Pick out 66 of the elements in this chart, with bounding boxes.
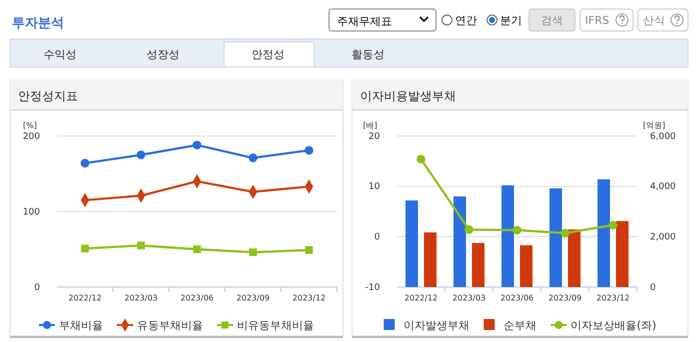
point: [81, 244, 89, 252]
text: 분기: [500, 14, 522, 27]
x-tick-label: 2023/09: [236, 294, 270, 303]
point: [248, 154, 258, 162]
x-tick-label: 2023/09: [548, 294, 582, 303]
bar: [454, 196, 466, 287]
button: 검색: [528, 8, 576, 32]
point: [464, 225, 474, 234]
y-tick-label: 20: [368, 132, 380, 142]
bar: [568, 229, 580, 287]
y-tick-label: -10: [365, 282, 380, 293]
point: [249, 248, 257, 256]
point: [560, 228, 570, 238]
legend-label: 순부채: [504, 319, 537, 332]
point: [136, 150, 146, 160]
bar: [424, 232, 436, 287]
bar: [550, 188, 562, 287]
x-tick-label: 2022/12: [68, 294, 102, 303]
point: [304, 146, 314, 155]
point: [608, 220, 618, 230]
point: [192, 140, 202, 150]
bar: [502, 185, 514, 287]
chart-title: 안정성지표: [18, 89, 78, 103]
y-axis-title: [%]: [23, 121, 37, 130]
y-tick-label: 100: [22, 207, 40, 218]
bar: [616, 221, 628, 287]
bar: [472, 242, 484, 287]
y2-tick-label: 4,000: [650, 182, 676, 192]
x-tick-label: 2023/12: [596, 294, 630, 303]
y-tick-label: 0: [374, 232, 380, 243]
x-tick-label: 2022/12: [404, 294, 438, 303]
legend-label: 이자발생부채: [404, 319, 470, 332]
text: 투자분석: [12, 16, 64, 31]
point: [416, 154, 426, 164]
text: 연간: [455, 14, 477, 27]
legend-label: 유동부채비율: [137, 319, 203, 332]
y2-tick-label: 2,000: [650, 232, 676, 243]
text: 수익성: [44, 48, 76, 61]
text: 성장성: [146, 48, 180, 61]
x-tick-label: 2023/06: [180, 294, 214, 303]
text: 활동성: [352, 48, 384, 61]
y2-tick-label: 0: [650, 282, 656, 293]
legend-label: 비유동부채비율: [237, 319, 314, 332]
x-tick-label: 2023/12: [292, 294, 326, 303]
y-tick-label: 10: [368, 182, 380, 192]
legend-label: 부채비율: [59, 319, 103, 332]
point: [305, 246, 313, 254]
chart-title: 이자비용발생부채: [360, 89, 456, 103]
legend-label: 이자보상배율(좌): [570, 319, 656, 332]
x-tick-label: 2023/03: [124, 294, 158, 303]
bar: [520, 245, 532, 287]
x-tick-label: 2023/03: [452, 294, 486, 303]
point: [193, 245, 201, 254]
text: 안정성: [252, 48, 284, 61]
point: [512, 226, 522, 234]
y2-tick-label: 6,000: [650, 132, 676, 142]
dropdown-field: 주재무제표: [328, 8, 436, 32]
y-axis-title: [배]: [363, 121, 378, 130]
point: [80, 158, 90, 168]
y2-axis-title: [억원]: [643, 121, 666, 130]
point: [137, 242, 145, 250]
x-tick-label: 2023/06: [500, 294, 534, 303]
y-tick-label: 200: [22, 132, 40, 142]
bar: [406, 200, 418, 287]
bar: [598, 179, 610, 287]
y-tick-label: 0: [34, 282, 40, 293]
